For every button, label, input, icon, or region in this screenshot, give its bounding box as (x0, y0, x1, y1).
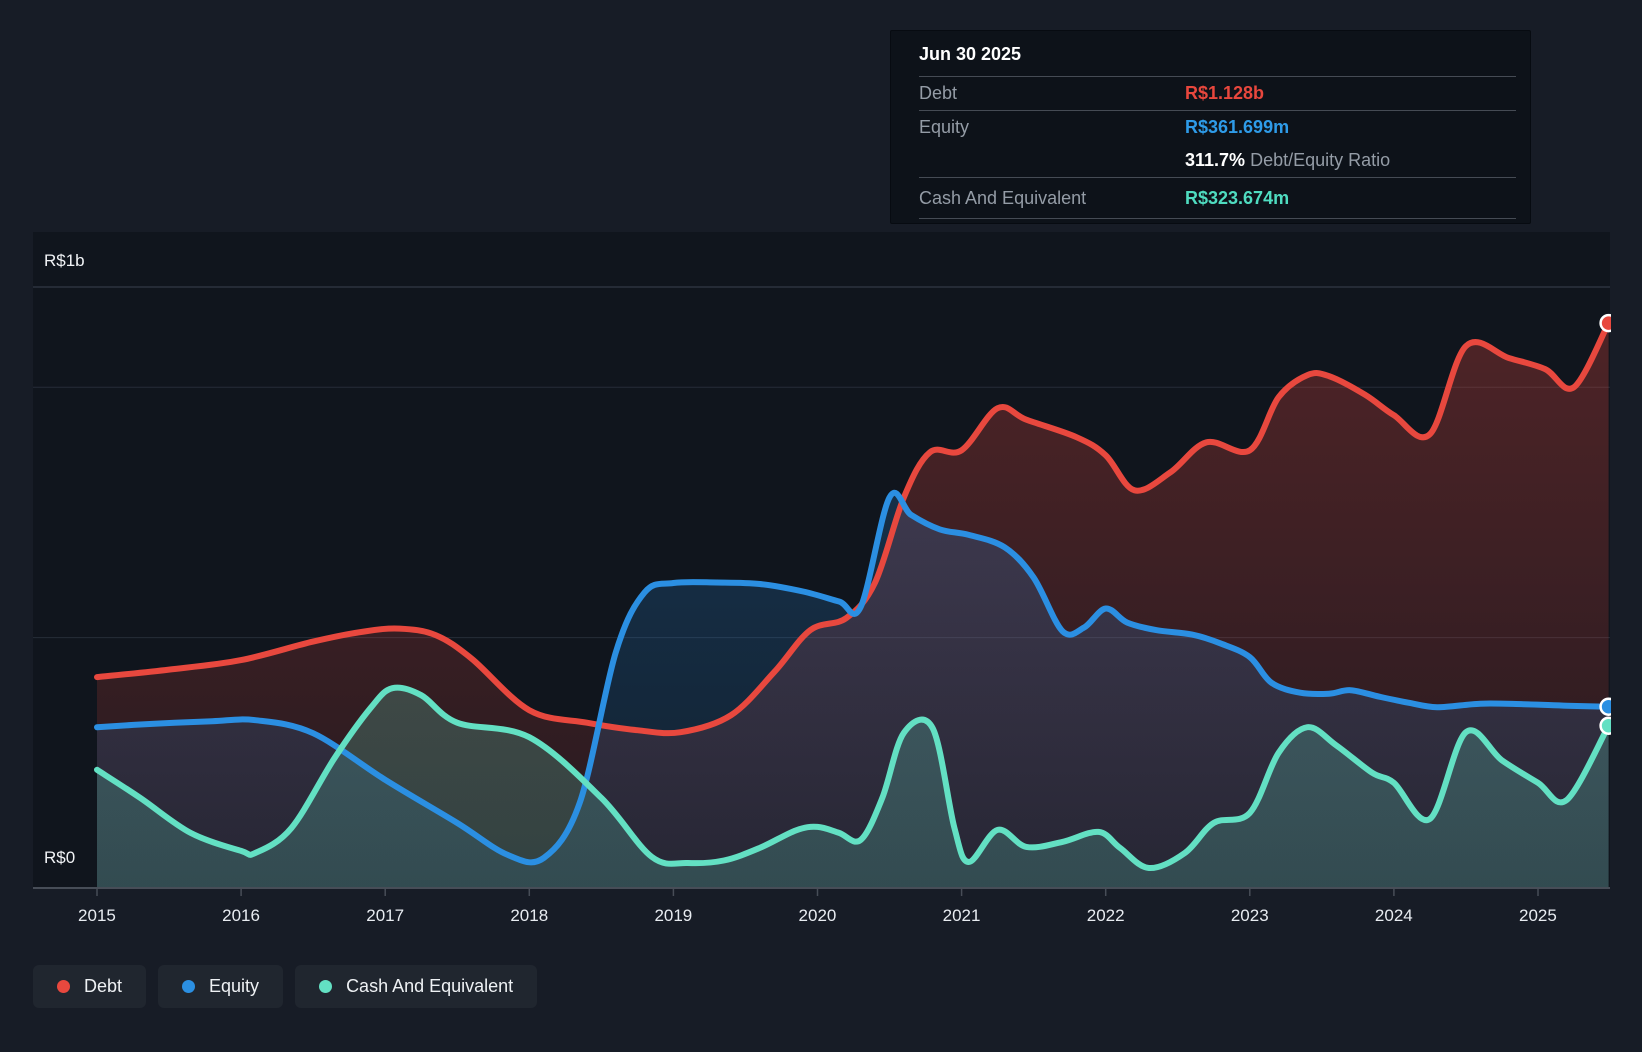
equity-area (97, 492, 1609, 888)
x-axis-label-2023: 2023 (1230, 906, 1269, 925)
legend-dot-equity (182, 980, 196, 993)
equity-line (94, 489, 1612, 866)
chart-legend: Debt Equity Cash And Equivalent (33, 965, 538, 1008)
tooltip-row-label: Debt (919, 83, 958, 103)
legend-label-debt: Debt (84, 976, 123, 996)
legend-dot-debt (57, 980, 70, 993)
tooltip-row-value: R$323.674m (1185, 187, 1290, 208)
x-axis-label-2020: 2020 (798, 906, 837, 925)
tooltip-row-ratio: 311.7% Debt/Equity Ratio (919, 144, 1516, 178)
right-margin-mask (1611, 0, 1642, 1052)
x-axis-label-2017: 2017 (366, 906, 405, 925)
legend-label-cash: Cash And Equivalent (346, 976, 514, 996)
x-axis-label-2015: 2015 (78, 906, 116, 925)
x-axis-label-2018: 2018 (510, 906, 549, 925)
chart-tooltip: Jun 30 2025 Debt R$1.128b Equity R$361.699m… (890, 30, 1531, 224)
tooltip-row-label: Cash And Equivalent (919, 187, 1087, 208)
legend-label-equity: Equity (209, 976, 260, 996)
tooltip-row-value: 311.7% Debt/Equity Ratio (1185, 150, 1390, 171)
legend-item-equity[interactable]: Equity (158, 965, 284, 1008)
x-axis-label-2024: 2024 (1374, 906, 1413, 925)
legend-dot-cash (319, 980, 333, 993)
x-axis-label-2022: 2022 (1086, 906, 1125, 925)
x-axis-label-2016: 2016 (222, 906, 260, 925)
ratio-value: 311.7% (1185, 150, 1246, 170)
legend-item-debt[interactable]: Debt (33, 965, 147, 1008)
debt-line (94, 320, 1612, 737)
tooltip-row-cash: Cash And Equivalent R$323.674m (919, 178, 1516, 219)
tooltip-row-value: R$361.699m (1185, 117, 1290, 137)
tooltip-rows: Debt R$1.128b Equity R$361.699m 311.7% Debt/… (891, 77, 1530, 219)
legend-item-cash[interactable]: Cash And Equivalent (295, 965, 538, 1008)
tooltip-row-debt: Debt R$1.128b (919, 77, 1516, 111)
x-axis-label-2019: 2019 (654, 906, 693, 925)
x-axis-label-2021: 2021 (942, 906, 981, 925)
tooltip-row-value: R$1.128b (1185, 83, 1265, 103)
ratio-label: Debt/Equity Ratio (1245, 150, 1391, 170)
tooltip-row-equity: Equity R$361.699m (919, 111, 1516, 144)
y-axis-label-zero: R$0 (44, 848, 76, 867)
tooltip-row-label: Equity (919, 117, 970, 137)
y-axis-label-max: R$1b (44, 251, 85, 270)
tooltip-date: Jun 30 2025 (919, 31, 1516, 77)
x-axis-label-2025: 2025 (1519, 906, 1557, 925)
cash-line (94, 684, 1612, 872)
